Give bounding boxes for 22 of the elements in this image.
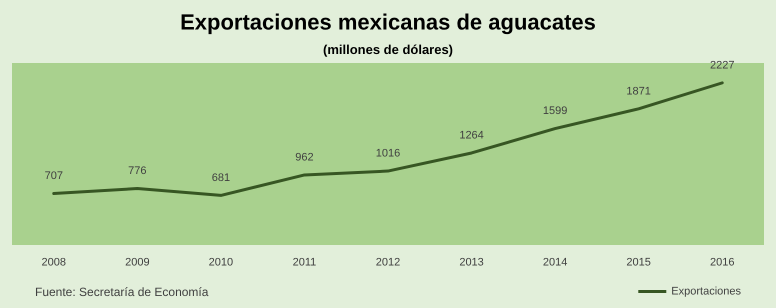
x-tick-label: 2008 bbox=[42, 256, 66, 268]
data-label: 1016 bbox=[376, 148, 400, 160]
x-tick-label: 2014 bbox=[542, 256, 568, 268]
x-tick-label: 2009 bbox=[125, 256, 150, 268]
data-label: 707 bbox=[44, 170, 63, 182]
data-label: 776 bbox=[128, 165, 147, 178]
x-tick-label: 2011 bbox=[292, 256, 316, 268]
data-label: 1871 bbox=[626, 85, 651, 98]
x-tick-label: 2015 bbox=[626, 256, 651, 268]
x-tick-label: 2013 bbox=[459, 256, 484, 268]
data-label: 2227 bbox=[710, 59, 734, 72]
data-label: 1264 bbox=[459, 129, 484, 142]
chart-subtitle: (millones de dólares) bbox=[322, 42, 454, 57]
data-label: 962 bbox=[295, 151, 314, 164]
x-tick-label: 2010 bbox=[208, 256, 234, 268]
x-tick-label: 2016 bbox=[710, 256, 734, 268]
chart-title: Exportaciones mexicanas de aguacates bbox=[180, 10, 596, 34]
source-note: Fuente: Secretaría de Economía bbox=[35, 285, 209, 299]
data-label: 1599 bbox=[542, 105, 568, 118]
x-tick-label: 2012 bbox=[376, 256, 400, 268]
data-label: 681 bbox=[212, 172, 230, 184]
legend-label: Exportaciones bbox=[671, 286, 742, 298]
